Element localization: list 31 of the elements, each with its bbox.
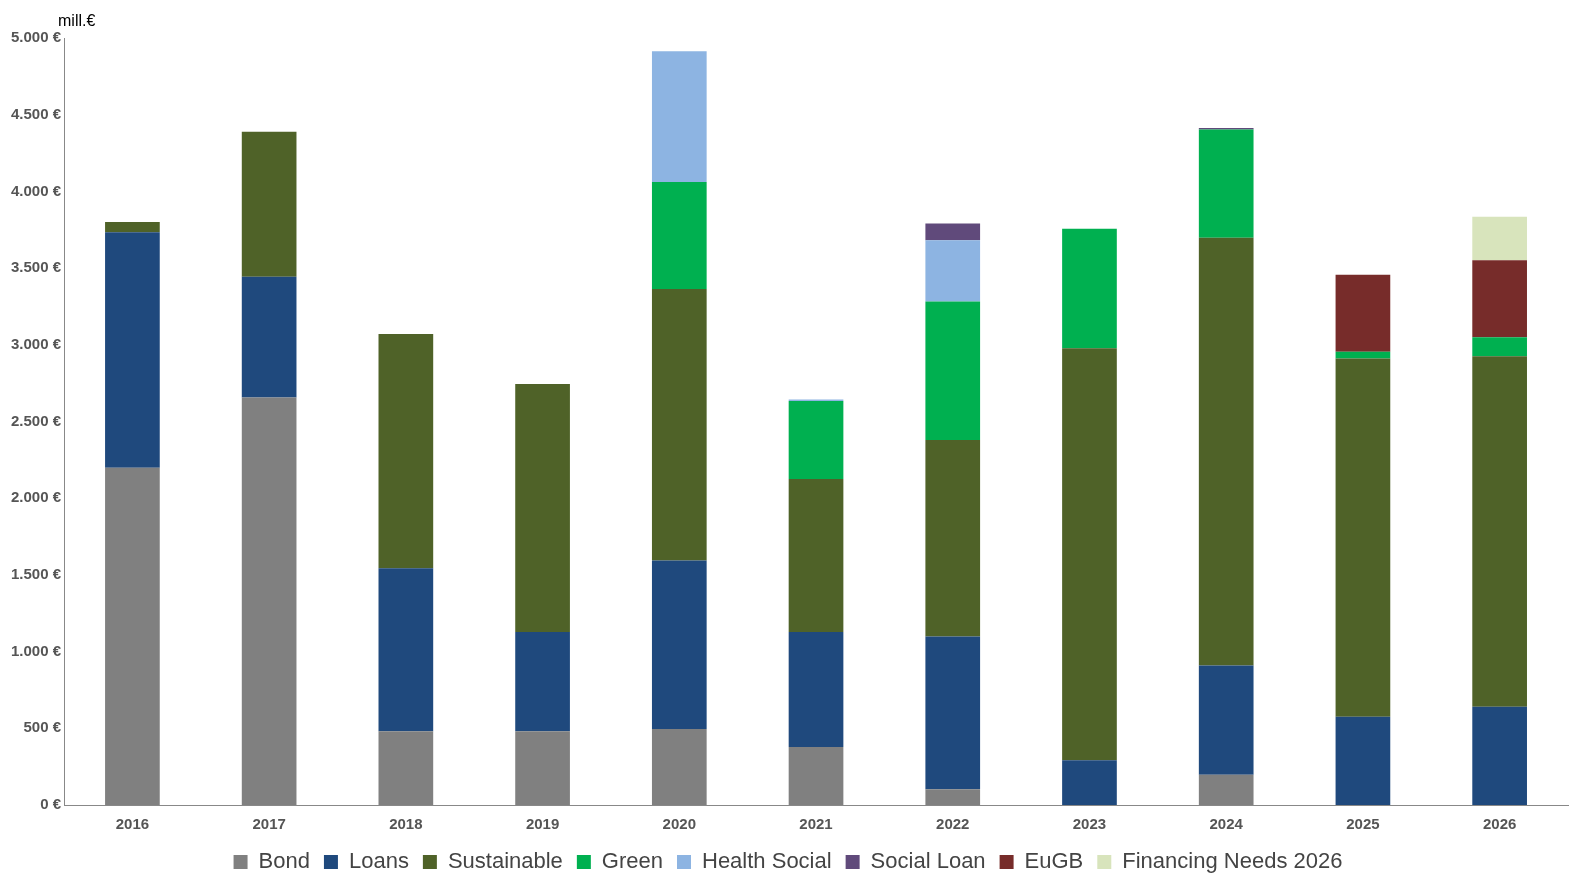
x-tick-label: 2026 <box>1482 815 1517 833</box>
legend-label: Bond <box>258 848 310 874</box>
legend-label: Green <box>601 848 664 874</box>
legend-label: Financing Needs 2026 <box>1122 848 1343 874</box>
legend-label: Social Loan <box>870 848 986 874</box>
y-tick-label: 0 € <box>40 795 62 813</box>
x-tick-label: 2021 <box>799 815 833 833</box>
y-tick-label: 2.500 € <box>11 411 62 429</box>
y-tick-label: 500 € <box>23 718 62 736</box>
legend-label: Sustainable <box>447 848 563 874</box>
legend-label: Loans <box>348 848 409 874</box>
y-tick-label: 4.000 € <box>11 181 62 199</box>
y-tick-label: 5.000 € <box>11 28 62 46</box>
x-tick-label: 2024 <box>1209 815 1244 833</box>
x-tick-label: 2018 <box>389 815 423 833</box>
x-tick-label: 2025 <box>1346 815 1380 833</box>
legend-label: Health Social <box>702 848 832 874</box>
x-tick-label: 2017 <box>252 815 286 833</box>
y-tick-label: 1.000 € <box>11 641 62 659</box>
y-tick-label: 3.000 € <box>11 334 62 352</box>
y-tick-label: 1.500 € <box>11 565 62 583</box>
y-tick-label: 4.500 € <box>11 104 62 122</box>
y-axis-title: mill.€ <box>58 12 96 30</box>
x-tick-label: 2022 <box>936 815 970 833</box>
y-tick-label: 2.000 € <box>11 488 62 506</box>
x-tick-label: 2020 <box>662 815 696 833</box>
legend-label: EuGB <box>1024 848 1084 874</box>
y-tick-label: 3.500 € <box>11 258 62 276</box>
x-tick-label: 2016 <box>115 815 150 833</box>
x-tick-label: 2019 <box>525 815 560 833</box>
x-tick-label: 2023 <box>1072 815 1107 833</box>
